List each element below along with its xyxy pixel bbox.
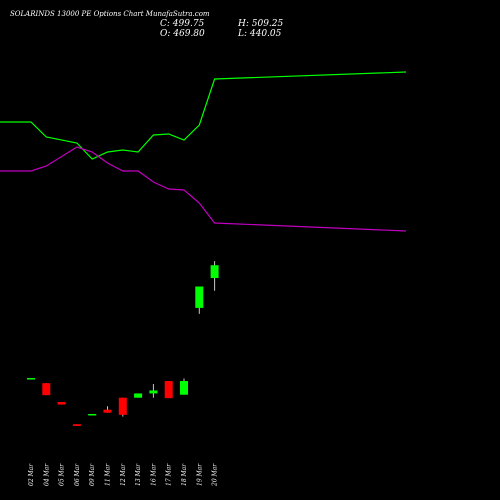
- candle-body: [103, 409, 112, 413]
- candle-body: [134, 393, 143, 398]
- green-indicator-line: [0, 71, 407, 160]
- candle-11-mar: [103, 406, 112, 413]
- candle-body: [164, 381, 173, 399]
- x-tick-label: 09 Mar: [89, 463, 96, 486]
- x-tick-label: 02 Mar: [28, 463, 35, 486]
- candle-body: [180, 381, 188, 395]
- x-tick-label: 16 Mar: [150, 463, 157, 486]
- candle-05-mar: [57, 401, 66, 405]
- low-value: L: 440.05: [237, 29, 282, 39]
- candle-19-mar: [195, 286, 204, 314]
- open-value: O: 469.80: [160, 29, 205, 39]
- x-axis-labels: 02 Mar 04 Mar 05 Mar 06 Mar 09 Mar 11 Mar 12 M…: [28, 463, 219, 487]
- magenta-indicator-line: [0, 146, 407, 232]
- candle-body: [42, 383, 51, 396]
- x-tick-label: 19 Mar: [196, 463, 203, 486]
- x-tick-label: 12 Mar: [120, 463, 127, 486]
- candle-02-mar: [27, 378, 35, 380]
- candle-body: [118, 397, 127, 415]
- x-tick-label: 11 Mar: [105, 463, 112, 486]
- candle-body: [195, 286, 204, 308]
- candle-12-mar: [118, 397, 127, 417]
- candle-18-mar: [180, 378, 188, 395]
- candle-09-mar: [88, 413, 97, 416]
- x-tick-label: 04 Mar: [43, 463, 50, 486]
- candle-13-mar: [134, 393, 143, 398]
- chart-title: SOLARINDS 13000 PE Options Chart MunafaS…: [10, 10, 210, 18]
- x-tick-label: 20 Mar: [212, 463, 219, 487]
- candle-body: [210, 265, 219, 279]
- x-tick-label: 18 Mar: [181, 463, 188, 486]
- candle-body: [27, 378, 35, 380]
- x-tick-label: 17 Mar: [166, 463, 173, 486]
- candle-body: [72, 424, 81, 426]
- candle-body: [57, 401, 66, 405]
- candle-body: [149, 390, 158, 394]
- x-tick-label: 13 Mar: [135, 463, 142, 486]
- candle-04-mar: [42, 383, 51, 396]
- candle-06-mar: [72, 424, 81, 426]
- candlesticks: [27, 261, 219, 426]
- high-value: H: 509.25: [237, 19, 284, 29]
- candle-16-mar: [149, 384, 158, 398]
- candle-20-mar: [210, 261, 219, 291]
- candle-body: [88, 413, 97, 416]
- candle-17-mar: [164, 381, 173, 399]
- indicator-lines: [0, 71, 407, 232]
- close-value: C: 499.75: [160, 19, 205, 29]
- x-tick-label: 05 Mar: [59, 463, 66, 486]
- x-tick-label: 06 Mar: [74, 463, 81, 486]
